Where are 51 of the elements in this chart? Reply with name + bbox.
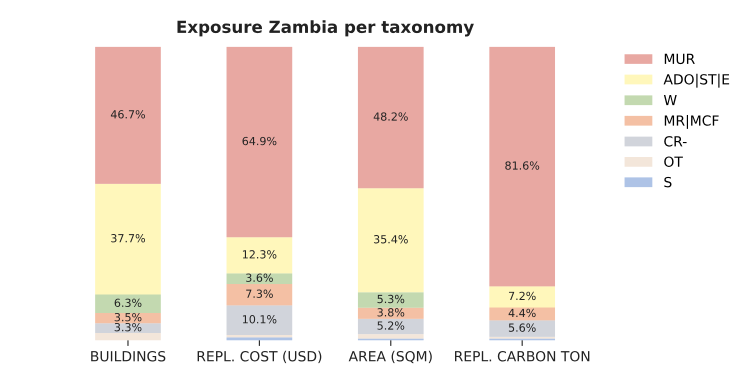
x-tick-label: REPL. COST (USD)	[198, 350, 322, 364]
bar	[95, 333, 161, 340]
data-label: 37.7%	[111, 234, 146, 242]
legend-label: S	[664, 176, 672, 188]
data-label: 81.6%	[505, 161, 540, 170]
data-label: 35.4%	[374, 235, 408, 244]
legend-label: CR-	[664, 136, 687, 147]
x-tick-label: REPL. CARBON TON	[455, 351, 590, 362]
bar	[358, 188, 424, 292]
chart-title: Exposure Zambia per taxonomy	[177, 20, 474, 36]
bar	[226, 305, 292, 336]
bar	[226, 46, 292, 238]
data-label: 46.7%	[110, 110, 146, 119]
data-label: 5.2%	[378, 321, 404, 330]
bar	[358, 334, 424, 339]
data-label: 6.3%	[114, 298, 142, 308]
bar	[95, 184, 161, 295]
bar	[358, 46, 424, 188]
data-label: 5.6%	[508, 323, 536, 332]
data-label: 3.6%	[246, 274, 273, 282]
bar	[489, 320, 556, 337]
bar	[95, 323, 161, 333]
data-label: 4.4%	[508, 308, 536, 318]
bar	[489, 46, 556, 286]
bar	[489, 307, 556, 320]
data-label: 3.8%	[378, 308, 404, 317]
data-label: 64.9%	[242, 136, 276, 146]
bar	[226, 237, 292, 274]
bar	[358, 318, 424, 334]
x-tick-label: AREA (SQM)	[348, 350, 432, 364]
legend-label: MR|MCF	[664, 114, 719, 129]
data-label: 7.3%	[246, 290, 273, 298]
data-label: 5.3%	[378, 294, 404, 304]
x-tick-label: BUILDINGS	[91, 351, 166, 362]
bar	[95, 294, 161, 314]
data-label: 3.5%	[114, 312, 142, 322]
legend-label: W	[664, 95, 677, 106]
data-label: 7.2%	[508, 292, 536, 300]
legend-label: ADO|ST|E	[664, 74, 730, 88]
data-label: 48.2%	[374, 112, 408, 121]
bar	[95, 313, 161, 324]
bar	[226, 273, 292, 284]
bar	[358, 292, 424, 308]
bar	[489, 286, 556, 308]
data-label: 10.1%	[242, 315, 276, 324]
legend-label: MUR	[664, 54, 695, 64]
legend-label: OT	[664, 156, 683, 167]
bar	[226, 284, 292, 306]
data-label: 12.3%	[242, 250, 276, 259]
bar	[95, 46, 161, 184]
data-label: 3.3%	[114, 322, 142, 332]
